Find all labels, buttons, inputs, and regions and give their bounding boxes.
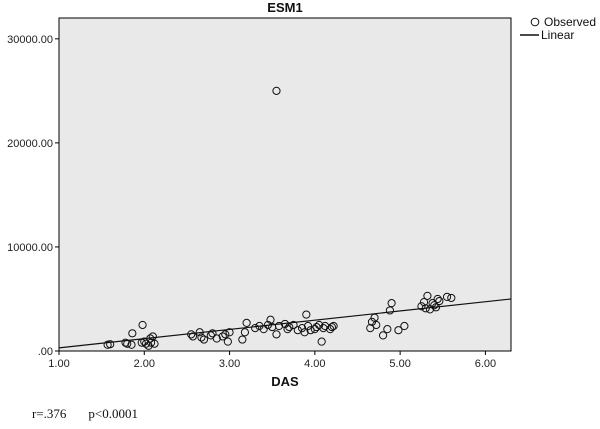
data-point — [225, 328, 234, 337]
data-point — [223, 337, 232, 346]
data-point — [187, 330, 196, 339]
data-point — [394, 326, 403, 335]
data-point — [297, 324, 307, 333]
x-tick-label: 2.00 — [134, 358, 155, 370]
data-point — [327, 322, 337, 332]
data-point — [272, 86, 281, 95]
x-axis-label: DAS — [271, 374, 299, 389]
data-point — [372, 320, 381, 330]
data-point — [378, 331, 388, 340]
data-point — [435, 296, 444, 306]
data-point — [141, 339, 151, 348]
data-point — [419, 297, 429, 307]
data-point — [240, 328, 250, 337]
data-point — [212, 334, 221, 343]
y-axis: .00 10000.00 20000.00 30000.00 — [7, 34, 59, 358]
data-point — [251, 324, 260, 333]
data-point — [430, 301, 439, 310]
fit-line-layer — [58, 298, 512, 349]
x-tick-label: 4.00 — [304, 358, 325, 370]
data-point — [400, 321, 409, 331]
legend-linear-label: Linear — [541, 28, 574, 42]
data-point — [310, 325, 319, 334]
data-point — [433, 294, 442, 304]
data-point — [199, 335, 209, 344]
data-point — [242, 318, 251, 328]
data-point — [147, 338, 156, 347]
data-point — [442, 292, 452, 301]
data-point — [272, 330, 281, 339]
points-layer — [103, 86, 456, 350]
statistics-line: r=.376 p<0.0001 — [32, 406, 160, 422]
data-point — [423, 291, 432, 300]
chart-title: ESM1 — [267, 0, 302, 15]
x-tick-label: 5.00 — [389, 358, 410, 370]
y-tick-label: 30000.00 — [7, 34, 53, 46]
data-point — [383, 325, 392, 334]
data-point — [300, 328, 309, 337]
data-point — [121, 338, 130, 347]
data-point — [303, 321, 313, 331]
data-point — [285, 322, 294, 332]
y-tick-label: .00 — [38, 346, 53, 358]
data-point — [274, 321, 284, 331]
linear-fit-line — [58, 298, 512, 349]
data-point — [283, 325, 292, 334]
data-point — [329, 321, 338, 331]
data-point — [421, 304, 430, 313]
correlation-value: r=.376 — [32, 406, 67, 421]
x-tick-label: 3.00 — [219, 358, 240, 370]
data-point — [138, 320, 147, 330]
data-point — [221, 330, 230, 339]
data-point — [106, 340, 115, 349]
p-value: p<0.0001 — [88, 406, 139, 421]
data-point — [417, 302, 426, 311]
data-point — [146, 334, 155, 343]
data-point — [128, 329, 137, 338]
data-point — [387, 299, 396, 308]
data-point — [447, 293, 456, 303]
data-point — [197, 333, 206, 342]
data-point — [127, 340, 136, 349]
y-tick-label: 10000.00 — [7, 242, 53, 254]
y-tick-label: 20000.00 — [7, 138, 53, 150]
data-point — [289, 320, 298, 330]
x-axis: 1.00 2.00 3.00 4.00 5.00 6.00 — [48, 351, 496, 370]
data-point — [238, 335, 247, 344]
data-point — [123, 339, 132, 348]
legend: Observed Linear — [520, 15, 596, 42]
x-tick-label: 6.00 — [475, 358, 496, 370]
x-tick-label: 1.00 — [48, 358, 69, 370]
data-point — [317, 337, 326, 346]
data-point — [218, 332, 227, 341]
legend-observed-label: Observed — [544, 15, 596, 29]
legend-observed-marker — [530, 17, 540, 27]
data-point — [195, 328, 204, 337]
data-point — [150, 339, 159, 348]
data-point — [431, 303, 441, 312]
data-point — [302, 310, 311, 319]
data-point — [188, 332, 197, 341]
data-point — [208, 329, 217, 338]
data-point — [263, 320, 273, 330]
data-point — [259, 325, 268, 334]
